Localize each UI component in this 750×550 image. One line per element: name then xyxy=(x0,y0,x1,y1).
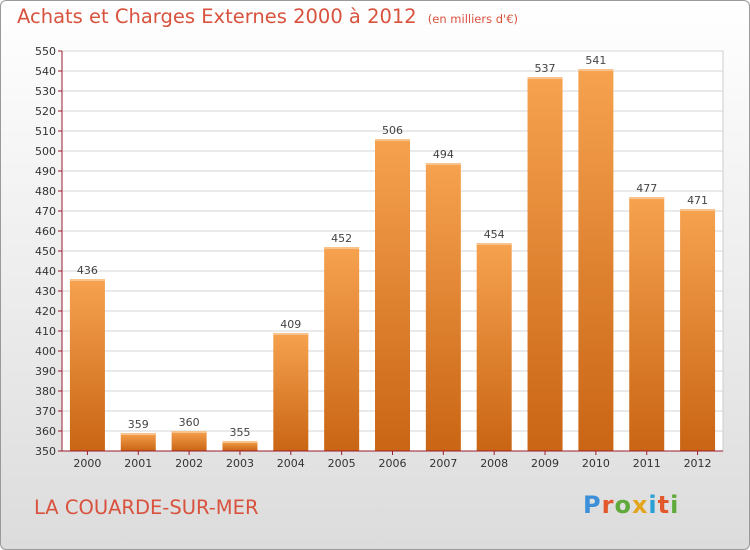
value-label: 355 xyxy=(229,426,250,439)
value-label: 452 xyxy=(331,232,352,245)
bar-2010[interactable] xyxy=(578,69,614,451)
y-tick-label: 480 xyxy=(35,185,56,198)
x-tick-label: 2009 xyxy=(531,457,559,470)
bar-2005[interactable] xyxy=(324,247,360,451)
bars xyxy=(69,69,716,451)
logo-letter: i xyxy=(648,491,658,519)
bar-2011[interactable] xyxy=(629,197,665,451)
bar-2009[interactable] xyxy=(527,77,563,451)
y-tick-label: 360 xyxy=(35,425,56,438)
bar-top-highlight xyxy=(324,247,360,249)
x-tick-label: 2000 xyxy=(73,457,101,470)
y-tick-label: 350 xyxy=(35,445,56,458)
x-axis-ticks: 2000 2001 2002 2003 2004 2005 2006 2007 2008 2009… xyxy=(73,451,712,470)
logo-letter: r xyxy=(601,491,615,519)
x-tick-label: 2011 xyxy=(633,457,661,470)
y-tick-label: 410 xyxy=(35,325,56,338)
y-tick-label: 530 xyxy=(35,85,56,98)
y-tick-label: 550 xyxy=(35,45,56,58)
y-tick-label: 500 xyxy=(35,145,56,158)
y-tick-label: 540 xyxy=(35,65,56,78)
logo-letter: x xyxy=(631,491,649,519)
logo-letter: o xyxy=(614,491,632,519)
bar-2007[interactable] xyxy=(425,163,461,451)
x-tick-label: 2003 xyxy=(226,457,254,470)
y-tick-label: 490 xyxy=(35,165,56,178)
value-label: 454 xyxy=(484,228,505,241)
x-tick-label: 2002 xyxy=(175,457,203,470)
bar-top-highlight xyxy=(273,333,309,335)
y-tick-label: 510 xyxy=(35,125,56,138)
y-tick-label: 460 xyxy=(35,225,56,238)
y-axis-ticks: 350 360 370 380 390 400 410 420 430 440 450 460 470 4… xyxy=(35,45,62,458)
bar-2008[interactable] xyxy=(476,243,512,451)
y-tick-label: 440 xyxy=(35,265,56,278)
bar-top-highlight xyxy=(69,279,105,281)
y-tick-label: 420 xyxy=(35,305,56,318)
value-labels: 436 359 360 355 409 452 506 494 454 537 541 477 471 xyxy=(77,54,708,439)
value-label: 409 xyxy=(280,318,301,331)
bar-2006[interactable] xyxy=(375,139,410,451)
bar-top-highlight xyxy=(476,243,512,245)
bar-2001[interactable] xyxy=(120,433,156,451)
x-tick-label: 2005 xyxy=(328,457,356,470)
bar-top-highlight xyxy=(527,77,563,79)
logo-letter: P xyxy=(583,491,602,519)
value-label: 494 xyxy=(433,148,454,161)
x-tick-label: 2006 xyxy=(379,457,407,470)
chart-subtitle: (en milliers d'€) xyxy=(427,12,518,26)
y-tick-label: 470 xyxy=(35,205,56,218)
logo-letter: i xyxy=(670,491,680,519)
value-label: 471 xyxy=(687,194,708,207)
x-tick-label: 2004 xyxy=(277,457,305,470)
y-tick-label: 450 xyxy=(35,245,56,258)
value-label: 506 xyxy=(382,124,403,137)
chart-title: Achats et Charges Externes 2000 à 2012 xyxy=(17,5,417,28)
x-tick-label: 2012 xyxy=(684,457,712,470)
bar-2012[interactable] xyxy=(680,209,716,451)
bar-top-highlight xyxy=(425,163,461,165)
value-label: 360 xyxy=(179,416,200,429)
x-tick-label: 2008 xyxy=(480,457,508,470)
bar-top-highlight xyxy=(680,209,716,211)
bar-top-highlight xyxy=(578,69,614,71)
bar-top-highlight xyxy=(222,441,258,443)
y-tick-label: 390 xyxy=(35,365,56,378)
bar-top-highlight xyxy=(120,433,156,435)
bar-2000[interactable] xyxy=(69,279,105,451)
value-label: 537 xyxy=(535,62,556,75)
y-tick-label: 430 xyxy=(35,285,56,298)
bar-2002[interactable] xyxy=(171,431,207,451)
x-tick-label: 2007 xyxy=(429,457,457,470)
y-tick-label: 370 xyxy=(35,405,56,418)
logo-letter: t xyxy=(657,491,671,519)
y-tick-label: 400 xyxy=(35,345,56,358)
town-name: LA COUARDE-SUR-MER xyxy=(34,496,259,519)
value-label: 477 xyxy=(636,182,657,195)
bar-2003[interactable] xyxy=(222,441,258,451)
title-row: Achats et Charges Externes 2000 à 2012 (… xyxy=(17,5,518,28)
bar-2004[interactable] xyxy=(273,333,309,451)
y-tick-label: 520 xyxy=(35,105,56,118)
proxiti-logo[interactable]: Proxiti xyxy=(583,491,679,519)
bar-top-highlight xyxy=(171,431,207,433)
value-label: 541 xyxy=(585,54,606,67)
value-label: 359 xyxy=(128,418,149,431)
y-tick-label: 380 xyxy=(35,385,56,398)
x-tick-label: 2010 xyxy=(582,457,610,470)
x-tick-label: 2001 xyxy=(124,457,152,470)
bar-top-highlight xyxy=(375,139,410,141)
value-label: 436 xyxy=(77,264,98,277)
bar-top-highlight xyxy=(629,197,665,199)
